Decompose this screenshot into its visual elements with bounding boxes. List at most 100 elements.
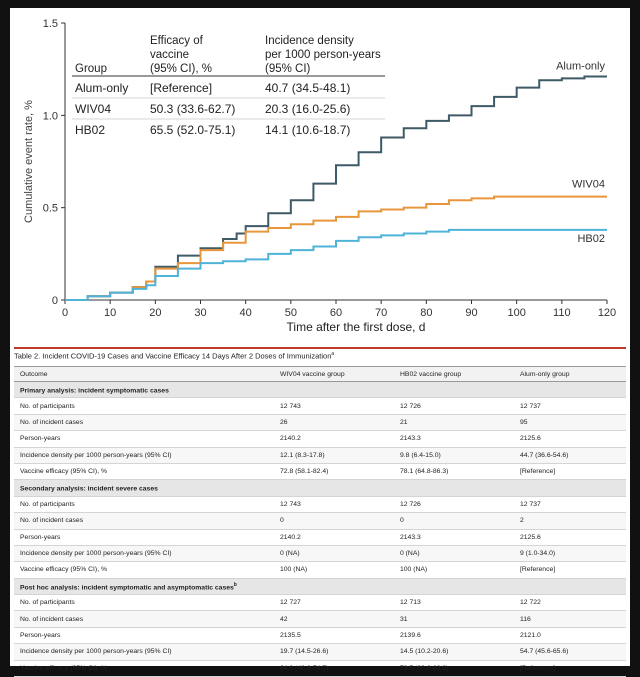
table-cell: 64.0 (48.8-74.7): [274, 660, 394, 677]
row-label: Vaccine efficacy (95% CI), %: [14, 463, 274, 481]
row-label: Vaccine efficacy (95% CI), %: [14, 660, 274, 677]
table-cell: 12.1 (8.3-17.8): [274, 447, 394, 464]
x-tick-label: 30: [194, 307, 206, 319]
inset-header: (95% CI): [265, 63, 311, 75]
row-label: Incidence density per 1000 person-years …: [14, 545, 274, 563]
table-cell: 9.8 (6.4-15.0): [394, 447, 514, 464]
x-tick-label: 60: [330, 307, 342, 319]
table-cell: 12 743: [274, 397, 394, 415]
table-row: Vaccine efficacy (95% CI), % 100 (NA) 100 …: [14, 561, 626, 579]
inset-cell: 20.3 (16.0-25.6): [265, 102, 350, 116]
inset-cell: 65.5 (52.0-75.1): [150, 123, 235, 137]
figure-frame: 0 10 20 30 40 50 60 70 80 90 100 110 120 0 0.5 1.0 1.5 Ti…: [10, 8, 630, 677]
table-cell: 9 (1.0-34.0): [514, 545, 626, 563]
table-cell: 0: [394, 512, 514, 530]
inset-cell: 40.7 (34.5-48.1): [265, 81, 350, 95]
inset-header: vaccine: [150, 49, 189, 61]
row-label: No. of incident cases: [14, 414, 274, 432]
table-cell: 19.7 (14.5-26.6): [274, 643, 394, 661]
row-label: No. of participants: [14, 594, 274, 612]
table2-body: Primary analysis: incident symptomatic c…: [14, 381, 626, 677]
row-label: Incidence density per 1000 person-years …: [14, 643, 274, 661]
table2-section-heading: Post hoc analysis: incident symptomatic …: [14, 578, 626, 596]
inset-cell: HB02: [75, 123, 105, 137]
table2-header-row: Outcome WIV04 vaccine group HB02 vaccine…: [14, 366, 626, 382]
x-axis-label: Time after the first dose, d: [287, 320, 426, 334]
series-label-wiv04: WIV04: [572, 179, 605, 191]
x-tick-label: 0: [62, 307, 68, 319]
table-cell: 2121.0: [514, 627, 626, 645]
table-cell: 2143.3: [394, 529, 514, 546]
inset-cell: WIV04: [75, 102, 111, 116]
y-tick-label: 0.5: [43, 203, 58, 215]
table-cell: 12 726: [394, 496, 514, 514]
table-cell: 21: [394, 414, 514, 432]
table-cell: 0 (NA): [274, 545, 394, 563]
table-cell: 54.7 (45.6-65.6): [514, 643, 626, 661]
row-label: No. of participants: [14, 397, 274, 415]
table-cell: 95: [514, 414, 626, 432]
table-cell: 0 (NA): [394, 545, 514, 563]
table-cell: 44.7 (36.6-54.6): [514, 447, 626, 464]
table-cell: 12 737: [514, 397, 626, 415]
table-cell: 2125.6: [514, 430, 626, 448]
table2-title: Table 2. Incident COVID-19 Cases and Vac…: [14, 347, 626, 361]
table-cell: 12 713: [394, 594, 514, 612]
inset-cell: 14.1 (10.6-18.7): [265, 123, 350, 137]
x-tick-label: 90: [465, 307, 477, 319]
x-tick-label: 80: [420, 307, 432, 319]
table-cell: 2139.6: [394, 627, 514, 645]
table-cell: 2: [514, 512, 626, 530]
y-tick-label: 1.5: [43, 18, 58, 30]
table-cell: 73.5 (60.6-82.2): [394, 660, 514, 677]
row-label: Person-years: [14, 430, 274, 448]
x-tick-label: 70: [375, 307, 387, 319]
table2-col-header: Alum-only group: [514, 366, 626, 382]
series-label-hb02: HB02: [577, 233, 605, 245]
table-row: Incidence density per 1000 person-years …: [14, 545, 626, 563]
row-label: No. of incident cases: [14, 512, 274, 530]
inset-cell: [Reference]: [150, 81, 212, 95]
table-cell: 12 743: [274, 496, 394, 514]
table-cell: 116: [514, 610, 626, 628]
inset-cell: 50.3 (33.6-62.7): [150, 102, 235, 116]
table-row: Vaccine efficacy (95% CI), % 64.0 (48.8-7…: [14, 660, 626, 677]
x-tick-label: 100: [507, 307, 525, 319]
table-row: Person-years 2135.5 2139.6 2121.0: [14, 627, 626, 645]
table-cell: 31: [394, 610, 514, 628]
row-label: Vaccine efficacy (95% CI), %: [14, 561, 274, 579]
table-row: No. of participants 12 727 12 713 12 722: [14, 594, 626, 612]
section-heading-footnote: b: [233, 581, 237, 588]
table-row: No. of incident cases 26 21 95: [14, 414, 626, 432]
table-cell: 100 (NA): [394, 561, 514, 579]
row-label: Person-years: [14, 627, 274, 645]
table-cell: 2140.2: [274, 529, 394, 546]
inset-header: Efficacy of: [150, 35, 204, 47]
series-label-alum-only: Alum-only: [556, 61, 605, 73]
table-row: Vaccine efficacy (95% CI), % 72.8 (58.1-8…: [14, 463, 626, 481]
table-row: No. of incident cases 0 0 2: [14, 512, 626, 530]
y-tick-label: 1.0: [43, 110, 58, 122]
table-cell: 2135.5: [274, 627, 394, 645]
table-row: No. of participants 12 743 12 726 12 737: [14, 397, 626, 415]
table2-section-heading: Primary analysis: incident symptomatic c…: [14, 381, 626, 399]
table-cell: 12 727: [274, 594, 394, 612]
inset-header: Group: [75, 63, 107, 75]
inset-header: per 1000 person-years: [265, 49, 381, 61]
section-heading-text: Primary analysis: incident symptomatic c…: [20, 387, 169, 395]
inset-header: Incidence density: [265, 35, 354, 47]
section-heading-text: Secondary analysis: incident severe case…: [20, 485, 158, 493]
section-heading-text: Post hoc analysis: incident symptomatic …: [20, 584, 234, 592]
table-cell: 26: [274, 414, 394, 432]
table2-section-row: Secondary analysis: incident severe case…: [14, 479, 626, 497]
table2-title-footnote: a: [331, 351, 335, 357]
table-cell: 0: [274, 512, 394, 530]
table-cell: 100 (NA): [274, 561, 394, 579]
table-cell: 2125.6: [514, 529, 626, 546]
x-tick-label: 20: [149, 307, 161, 319]
table-cell: 2140.2: [274, 430, 394, 448]
x-tick-label: 50: [285, 307, 297, 319]
table-row: Incidence density per 1000 person-years …: [14, 643, 626, 661]
table-cell: 12 737: [514, 496, 626, 514]
table-cell: 12 726: [394, 397, 514, 415]
